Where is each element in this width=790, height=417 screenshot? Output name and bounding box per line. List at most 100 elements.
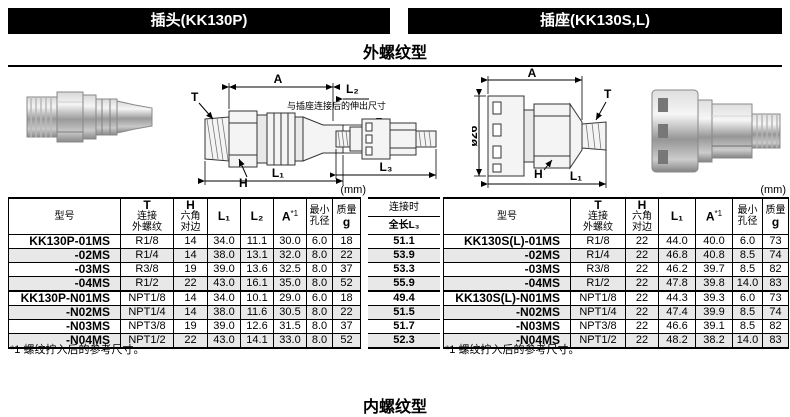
plug-dim-T: T (191, 90, 199, 104)
table-row: -03MS R3/8 19 39.0 13.6 32.5 8.0 37 (8, 261, 361, 277)
value-cell: NPT1/2 (570, 332, 626, 348)
col-mass: 质量 g (762, 197, 789, 235)
value-cell: 73 (762, 233, 789, 249)
value-cell: 82 (762, 318, 789, 334)
table-row: 51.1 (368, 233, 440, 249)
col-model: 型号 (443, 197, 571, 235)
model-cell: -02MS (443, 247, 571, 263)
plug-outline (204, 110, 344, 168)
value-cell: 8.5 (732, 261, 763, 277)
value-cell: 46.8 (658, 247, 696, 263)
value-cell: 14.1 (240, 332, 274, 348)
value-cell: 14 (173, 304, 208, 320)
value-cell: 83 (762, 332, 789, 348)
l3-table-body: 51.1 53.9 53.3 55.9 49.4 51.5 51.7 52.3 (368, 233, 440, 348)
value-cell: 8.0 (306, 247, 333, 263)
value-cell: NPT1/4 (120, 304, 174, 320)
value-cell: 14.0 (732, 332, 763, 348)
col-bore: 最小 孔径 (732, 197, 763, 235)
plug-header-bar: 插头(KK130P) (8, 8, 390, 34)
value-cell: 52 (332, 275, 361, 291)
table-row: 52.3 (368, 332, 440, 348)
value-cell: 32.5 (273, 261, 307, 277)
col-hex: H 六角 对边 (625, 197, 659, 235)
value-cell: 82 (762, 261, 789, 277)
value-cell: 22 (625, 318, 659, 334)
value-cell: R1/8 (570, 233, 626, 249)
value-cell: 14 (173, 247, 208, 263)
col-hex: H 六角 对边 (173, 197, 208, 235)
value-cell: 35.0 (273, 275, 307, 291)
l3-header-row2: 全长L₃ (368, 215, 440, 235)
table-row: -02MS R1/4 14 38.0 13.1 32.0 8.0 22 (8, 247, 361, 263)
value-cell: 34.0 (207, 289, 241, 306)
col-l2: L₂ (240, 197, 274, 235)
socket-dim-A: A (528, 66, 537, 80)
model-cell: -03MS (8, 261, 121, 277)
col-l1: L₁ (207, 197, 241, 235)
socket-dimension-table: 型号 T 连接 外螺纹 H 六角 对边 L₁ A*1 最小 孔径 质量 g KK130S(L… (443, 197, 789, 349)
table-row: 51.7 (368, 318, 440, 334)
plug-footnote: *1 螺纹拧入后的参考尺寸。 (10, 344, 145, 356)
table-row: -N03MS NPT3/8 19 39.0 12.6 31.5 8.0 37 (8, 318, 361, 334)
table-row: -N04MS NPT1/2 22 43.0 14.1 33.0 8.0 52 (8, 332, 361, 348)
table-row: -04MS R1/2 22 47.8 39.8 14.0 83 (443, 275, 789, 291)
model-cell: -N02MS (8, 304, 121, 320)
value-cell: 47.8 (658, 275, 696, 291)
col-thread: T 连接 外螺纹 (570, 197, 626, 235)
value-cell: 22 (173, 332, 208, 348)
value-cell: 12.6 (240, 318, 274, 334)
value-cell: 51.5 (368, 304, 440, 320)
assembly-drawing: L₃ (330, 118, 437, 179)
unit-label-mm-right: (mm) (760, 184, 786, 196)
value-cell: 51.1 (368, 233, 440, 249)
value-cell: 38.0 (207, 247, 241, 263)
model-cell: -N04MS (8, 332, 121, 348)
value-cell: 46.2 (658, 261, 696, 277)
value-cell: 8.0 (306, 261, 333, 277)
value-cell: 6.0 (732, 233, 763, 249)
model-cell: -04MS (443, 275, 571, 291)
plug-dim-H: H (239, 176, 248, 190)
value-cell: 40.0 (695, 233, 733, 249)
l3-length-table: 连接时 全长L₃ 51.1 53.9 53.3 55.9 49.4 51.5 51.7 52.… (368, 197, 440, 349)
value-cell: 30.5 (273, 304, 307, 320)
value-cell: 22 (625, 275, 659, 291)
value-cell: 8.0 (306, 304, 333, 320)
value-cell: 44.0 (658, 233, 696, 249)
socket-dim-L1: L₁ (570, 169, 582, 183)
plug-photo (26, 91, 153, 143)
value-cell: 73 (762, 289, 789, 306)
value-cell: R3/8 (120, 261, 174, 277)
plug-photo-shape (26, 91, 153, 143)
value-cell: 83 (762, 275, 789, 291)
model-cell: -04MS (8, 275, 121, 291)
value-cell: 22 (332, 247, 361, 263)
plug-table-header-row: 型号 T 连接 外螺纹 H 六角 对边 L₁ L₂ A*1 最小 孔径 质量 g (8, 197, 361, 235)
value-cell: 31.5 (273, 318, 307, 334)
value-cell: 19 (173, 318, 208, 334)
value-cell: 33.0 (273, 332, 307, 348)
value-cell: 8.0 (306, 318, 333, 334)
value-cell: NPT1/2 (120, 332, 174, 348)
plug-dim-L1: L₁ (272, 166, 284, 180)
value-cell: 22 (625, 332, 659, 348)
value-cell: 22 (625, 289, 659, 306)
value-cell: 32.0 (273, 247, 307, 263)
assembly-dim-L3: L₃ (380, 160, 393, 174)
value-cell: 49.4 (368, 289, 440, 306)
table-row: -04MS R1/2 22 43.0 16.1 35.0 8.0 52 (8, 275, 361, 291)
col-mass: 质量 g (332, 197, 361, 235)
value-cell: 14 (173, 289, 208, 306)
value-cell: 74 (762, 247, 789, 263)
table-row: -N02MS NPT1/4 22 47.4 39.9 8.5 74 (443, 304, 789, 320)
model-cell: -N03MS (8, 318, 121, 334)
socket-photo-shape (651, 89, 781, 173)
value-cell: NPT3/8 (570, 318, 626, 334)
plug-dimension-table: 型号 T 连接 外螺纹 H 六角 对边 L₁ L₂ A*1 最小 孔径 质量 g KK130… (8, 197, 361, 349)
value-cell: 29.0 (273, 289, 307, 306)
col-overall-length: 全长L₃ (368, 215, 440, 235)
value-cell: 22 (625, 247, 659, 263)
value-cell: NPT1/8 (570, 289, 626, 306)
table-row: -N02MS NPT1/4 14 38.0 11.6 30.5 8.0 22 (8, 304, 361, 320)
